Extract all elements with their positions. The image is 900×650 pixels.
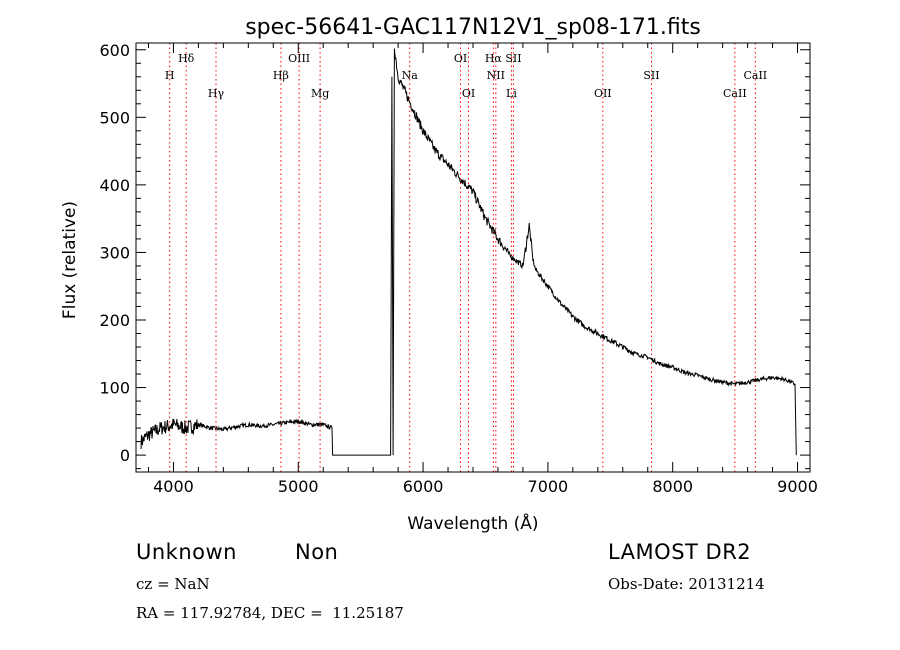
spectral-line-label: SII (505, 52, 521, 65)
x-axis: 4000 5000 6000 7000 8000 9000 (147, 43, 818, 496)
ra-dec-coordinates: RA = 117.92784, DEC = 11.25187 (136, 604, 404, 622)
x-tick-label: 8000 (652, 477, 693, 496)
y-tick-label: 300 (99, 243, 130, 262)
y-tick-label: 400 (99, 176, 130, 195)
y-axis-label: Flux (relative) (60, 201, 80, 319)
x-tick-label: 6000 (403, 477, 444, 496)
object-class: Unknown (136, 540, 237, 564)
x-axis-label: Wavelength (Å) (407, 512, 538, 534)
spectral-line-label: OII (594, 87, 612, 100)
plot-frame (135, 42, 811, 473)
x-tick-label: 4000 (153, 477, 194, 496)
spectral-line-label: CaII (723, 87, 747, 100)
spectral-line-label: Hγ (208, 87, 225, 100)
x-tick-label: 7000 (528, 477, 569, 496)
y-tick-label: 0 (120, 446, 130, 465)
spectral-line-markers (169, 43, 756, 472)
spectrum-line (140, 48, 797, 456)
observation-date: Obs-Date: 20131214 (608, 575, 765, 593)
spectral-line-label: Li (506, 87, 517, 100)
chart-title: spec-56641-GAC117N12V1_sp08-171.fits (245, 15, 701, 40)
spectral-line-label: Hδ (178, 52, 195, 65)
spectral-line-label: OI (462, 87, 475, 100)
survey-name: LAMOST DR2 (608, 540, 752, 564)
x-tick-label: 5000 (278, 477, 319, 496)
redshift-cz: cz = NaN (136, 575, 210, 593)
spectral-line-label: H (165, 69, 175, 82)
spectral-line-label: Hβ (273, 69, 289, 82)
object-subclass: Non (295, 540, 339, 564)
spectrum-series (140, 48, 797, 456)
spectral-line-label: Mg (311, 87, 329, 100)
spectral-line-label: Hα (485, 52, 503, 65)
spectral-line-label: CaII (743, 69, 767, 82)
y-tick-label: 500 (99, 108, 130, 127)
x-tick-label: 9000 (777, 477, 818, 496)
spectral-line-label: Na (402, 69, 419, 82)
y-axis: 0 100 200 300 400 500 600 (99, 41, 810, 470)
spectral-line-label: OIII (288, 52, 310, 65)
spectral-line-label: SII (643, 69, 659, 82)
y-tick-label: 100 (99, 379, 130, 398)
spectral-line-label: OI (454, 52, 467, 65)
y-tick-label: 600 (99, 41, 130, 60)
spectral-line-label: NII (487, 69, 505, 82)
y-tick-label: 200 (99, 311, 130, 330)
